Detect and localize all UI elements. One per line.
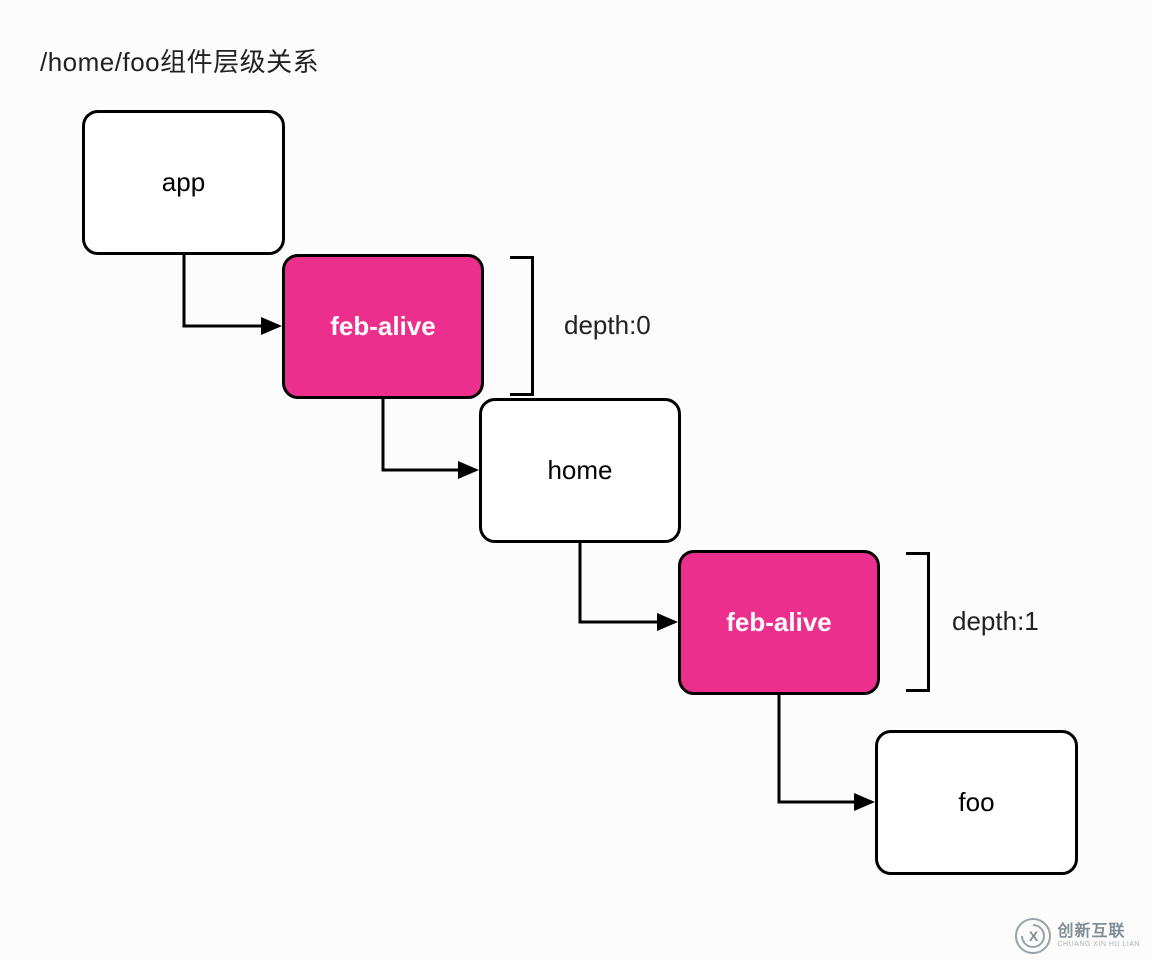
node-label: home <box>547 455 612 486</box>
depth-label-1: depth:1 <box>952 606 1039 637</box>
watermark: X 创新互联 CHUANG XIN HU LIAN <box>1015 918 1140 954</box>
node-label: feb-alive <box>330 311 436 342</box>
node-label: feb-alive <box>726 607 832 638</box>
depth-bracket-1 <box>906 552 930 692</box>
watermark-cn: 创新互联 <box>1057 924 1140 941</box>
watermark-logo-icon: X <box>1015 918 1051 954</box>
watermark-en: CHUANG XIN HU LIAN <box>1057 941 1140 948</box>
node-app: app <box>82 110 285 255</box>
node-home: home <box>479 398 681 543</box>
diagram-title: /home/foo组件层级关系 <box>40 42 319 79</box>
node-foo: foo <box>875 730 1078 875</box>
node-label: app <box>162 167 205 198</box>
node-feb-alive-1: feb-alive <box>678 550 880 695</box>
node-label: foo <box>958 787 994 818</box>
depth-label-0: depth:0 <box>564 310 651 341</box>
node-feb-alive-0: feb-alive <box>282 254 484 399</box>
depth-bracket-0 <box>510 256 534 396</box>
